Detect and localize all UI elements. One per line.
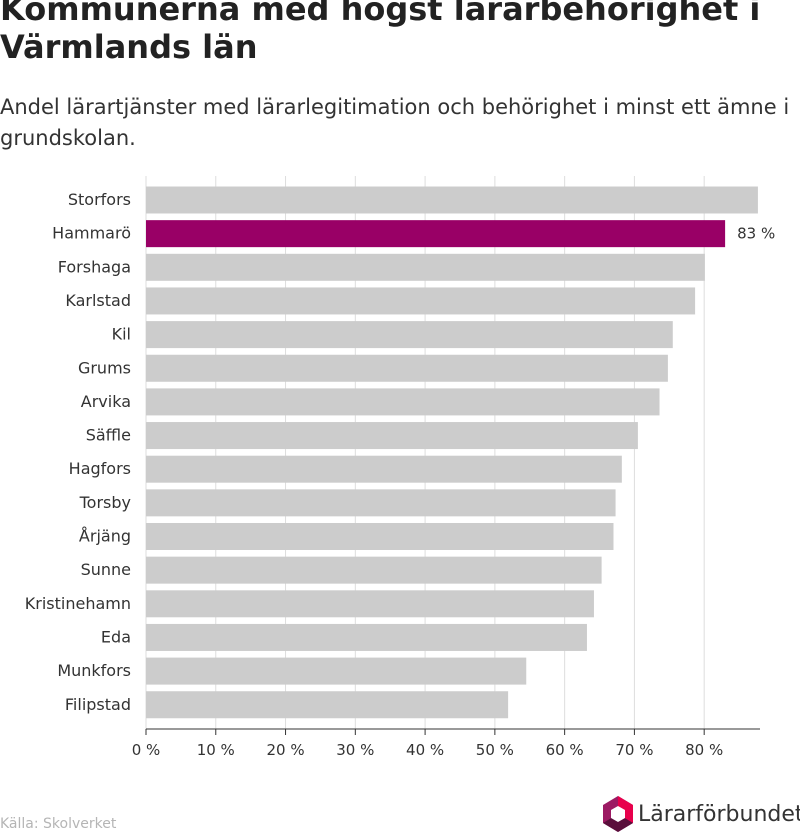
- bar-storfors: [146, 186, 758, 214]
- hexagon-logo-icon: [603, 796, 633, 832]
- category-label: Arvika: [81, 392, 131, 411]
- bar-kil: [146, 321, 673, 349]
- category-label: Säffle: [86, 426, 131, 445]
- chart-subtitle: Andel lärartjänster med lärarlegitimatio…: [0, 95, 790, 150]
- bar-årjäng: [146, 523, 614, 550]
- category-label: Årjäng: [79, 527, 131, 546]
- bar-hagfors: [146, 455, 622, 483]
- bar-säffle: [146, 422, 638, 450]
- bar-filipstad: [146, 691, 509, 719]
- x-tick-label: 60 %: [546, 741, 584, 759]
- bar-forshaga: [146, 253, 705, 281]
- bar-arvika: [146, 388, 660, 416]
- x-tick-label: 70 %: [615, 741, 653, 759]
- category-label: Torsby: [79, 493, 131, 512]
- data-label: 83 %: [737, 225, 775, 243]
- bar-karlstad: [146, 287, 696, 315]
- category-label: Kristinehamn: [25, 594, 131, 613]
- bar-eda: [146, 623, 587, 651]
- category-label: Eda: [101, 627, 131, 646]
- brand-logo: Lärarförbundet: [602, 796, 800, 832]
- bar-kristinehamn: [146, 590, 594, 618]
- bar-layer: [146, 186, 758, 719]
- source-note: Källa: Skolverket: [0, 816, 117, 832]
- category-label: Filipstad: [65, 695, 131, 714]
- x-tick-label: 30 %: [336, 741, 374, 759]
- bar-torsby: [146, 489, 616, 517]
- brand-name: Lärarförbundet: [638, 801, 800, 827]
- x-tick-label: 0 %: [132, 741, 161, 759]
- axis-layer: 0 % 10 % 20 % 30 % 40 % 50 % 60 % 70 % 80 %: [132, 728, 760, 759]
- label-layer: Storfors Hammarö Forshaga Karlstad Kil Grums A…: [25, 190, 775, 714]
- x-tick-label: 50 %: [476, 741, 514, 759]
- category-label: Forshaga: [58, 257, 131, 276]
- x-tick-label: 10 %: [197, 741, 235, 759]
- category-label: Storfors: [68, 190, 131, 209]
- bar-sunne: [146, 556, 602, 584]
- bar-grums: [146, 354, 668, 382]
- bar-hammarö: [146, 220, 726, 248]
- category-label: Munkfors: [57, 661, 131, 680]
- chart-title: Kommunerna med högst lärarbehörighet i V…: [0, 0, 761, 66]
- x-tick-label: 20 %: [266, 741, 304, 759]
- category-label: Sunne: [81, 560, 131, 579]
- category-label: Grums: [78, 358, 131, 377]
- category-label: Karlstad: [65, 291, 131, 310]
- category-label: Kil: [112, 325, 131, 344]
- x-tick-label: 80 %: [685, 741, 723, 759]
- category-label: Hammarö: [52, 224, 131, 243]
- bar-munkfors: [146, 657, 527, 685]
- x-tick-label: 40 %: [406, 741, 444, 759]
- category-label: Hagfors: [69, 459, 131, 478]
- bar-chart: Storfors Hammarö Forshaga Karlstad Kil Grums A…: [25, 176, 775, 759]
